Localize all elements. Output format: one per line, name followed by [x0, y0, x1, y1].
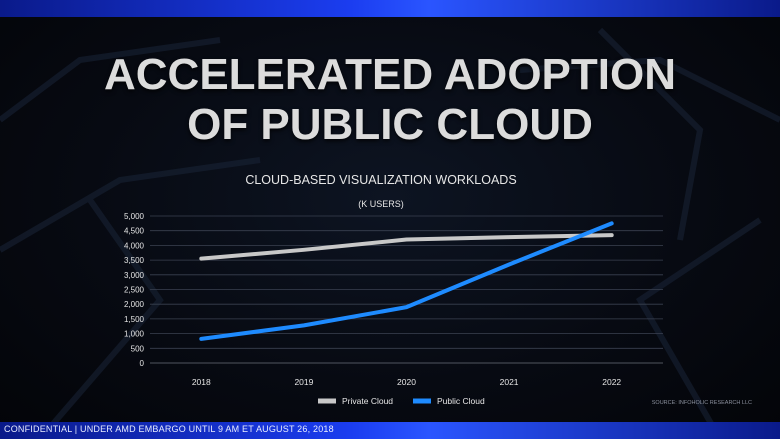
top-accent-bar — [0, 0, 780, 17]
legend-label-public-cloud: Public Cloud — [437, 396, 485, 406]
y-tick-label: 1,000 — [124, 330, 145, 339]
x-tick-label: 2021 — [500, 377, 519, 387]
slide-title: ACCELERATED ADOPTION OF PUBLIC CLOUD — [0, 50, 780, 150]
y-axis-ticks: 0 500 1,000 1,500 2,000 2,500 3,000 3,500 4,000 4… — [124, 212, 145, 368]
chart-subtitle: (K USERS) — [358, 199, 404, 209]
y-tick-label: 3,500 — [124, 256, 145, 265]
x-tick-label: 2022 — [602, 377, 621, 387]
x-tick-label: 2020 — [397, 377, 416, 387]
y-tick-label: 500 — [131, 344, 145, 353]
y-tick-label: 2,000 — [124, 300, 145, 309]
legend: Private Cloud Public Cloud — [318, 396, 485, 406]
title-line-1: ACCELERATED ADOPTION — [104, 50, 676, 99]
bottom-accent-bar — [0, 422, 780, 439]
footer-confidential-note: CONFIDENTIAL | UNDER AMD EMBARGO UNTIL 9… — [4, 424, 334, 434]
series-lines — [199, 221, 614, 341]
y-tick-label: 3,000 — [124, 271, 145, 280]
x-tick-label: 2018 — [192, 377, 211, 387]
x-tick-label: 2019 — [294, 377, 313, 387]
y-tick-label: 4,000 — [124, 241, 145, 250]
title-line-2: OF PUBLIC CLOUD — [187, 100, 593, 149]
chart-title: CLOUD-BASED VISUALIZATION WORKLOADS — [245, 173, 516, 187]
y-tick-label: 0 — [140, 359, 145, 368]
source-note: SOURCE: INFOHOLIC RESEARCH LLC — [652, 400, 752, 406]
y-tick-label: 1,500 — [124, 315, 145, 324]
y-tick-label: 5,000 — [124, 212, 145, 221]
y-tick-label: 2,500 — [124, 286, 145, 295]
legend-label-private-cloud: Private Cloud — [342, 396, 393, 406]
gridlines — [150, 215, 663, 364]
x-axis-ticks: 2018 2019 2020 2021 2022 — [192, 377, 622, 387]
y-tick-label: 4,500 — [124, 227, 145, 236]
